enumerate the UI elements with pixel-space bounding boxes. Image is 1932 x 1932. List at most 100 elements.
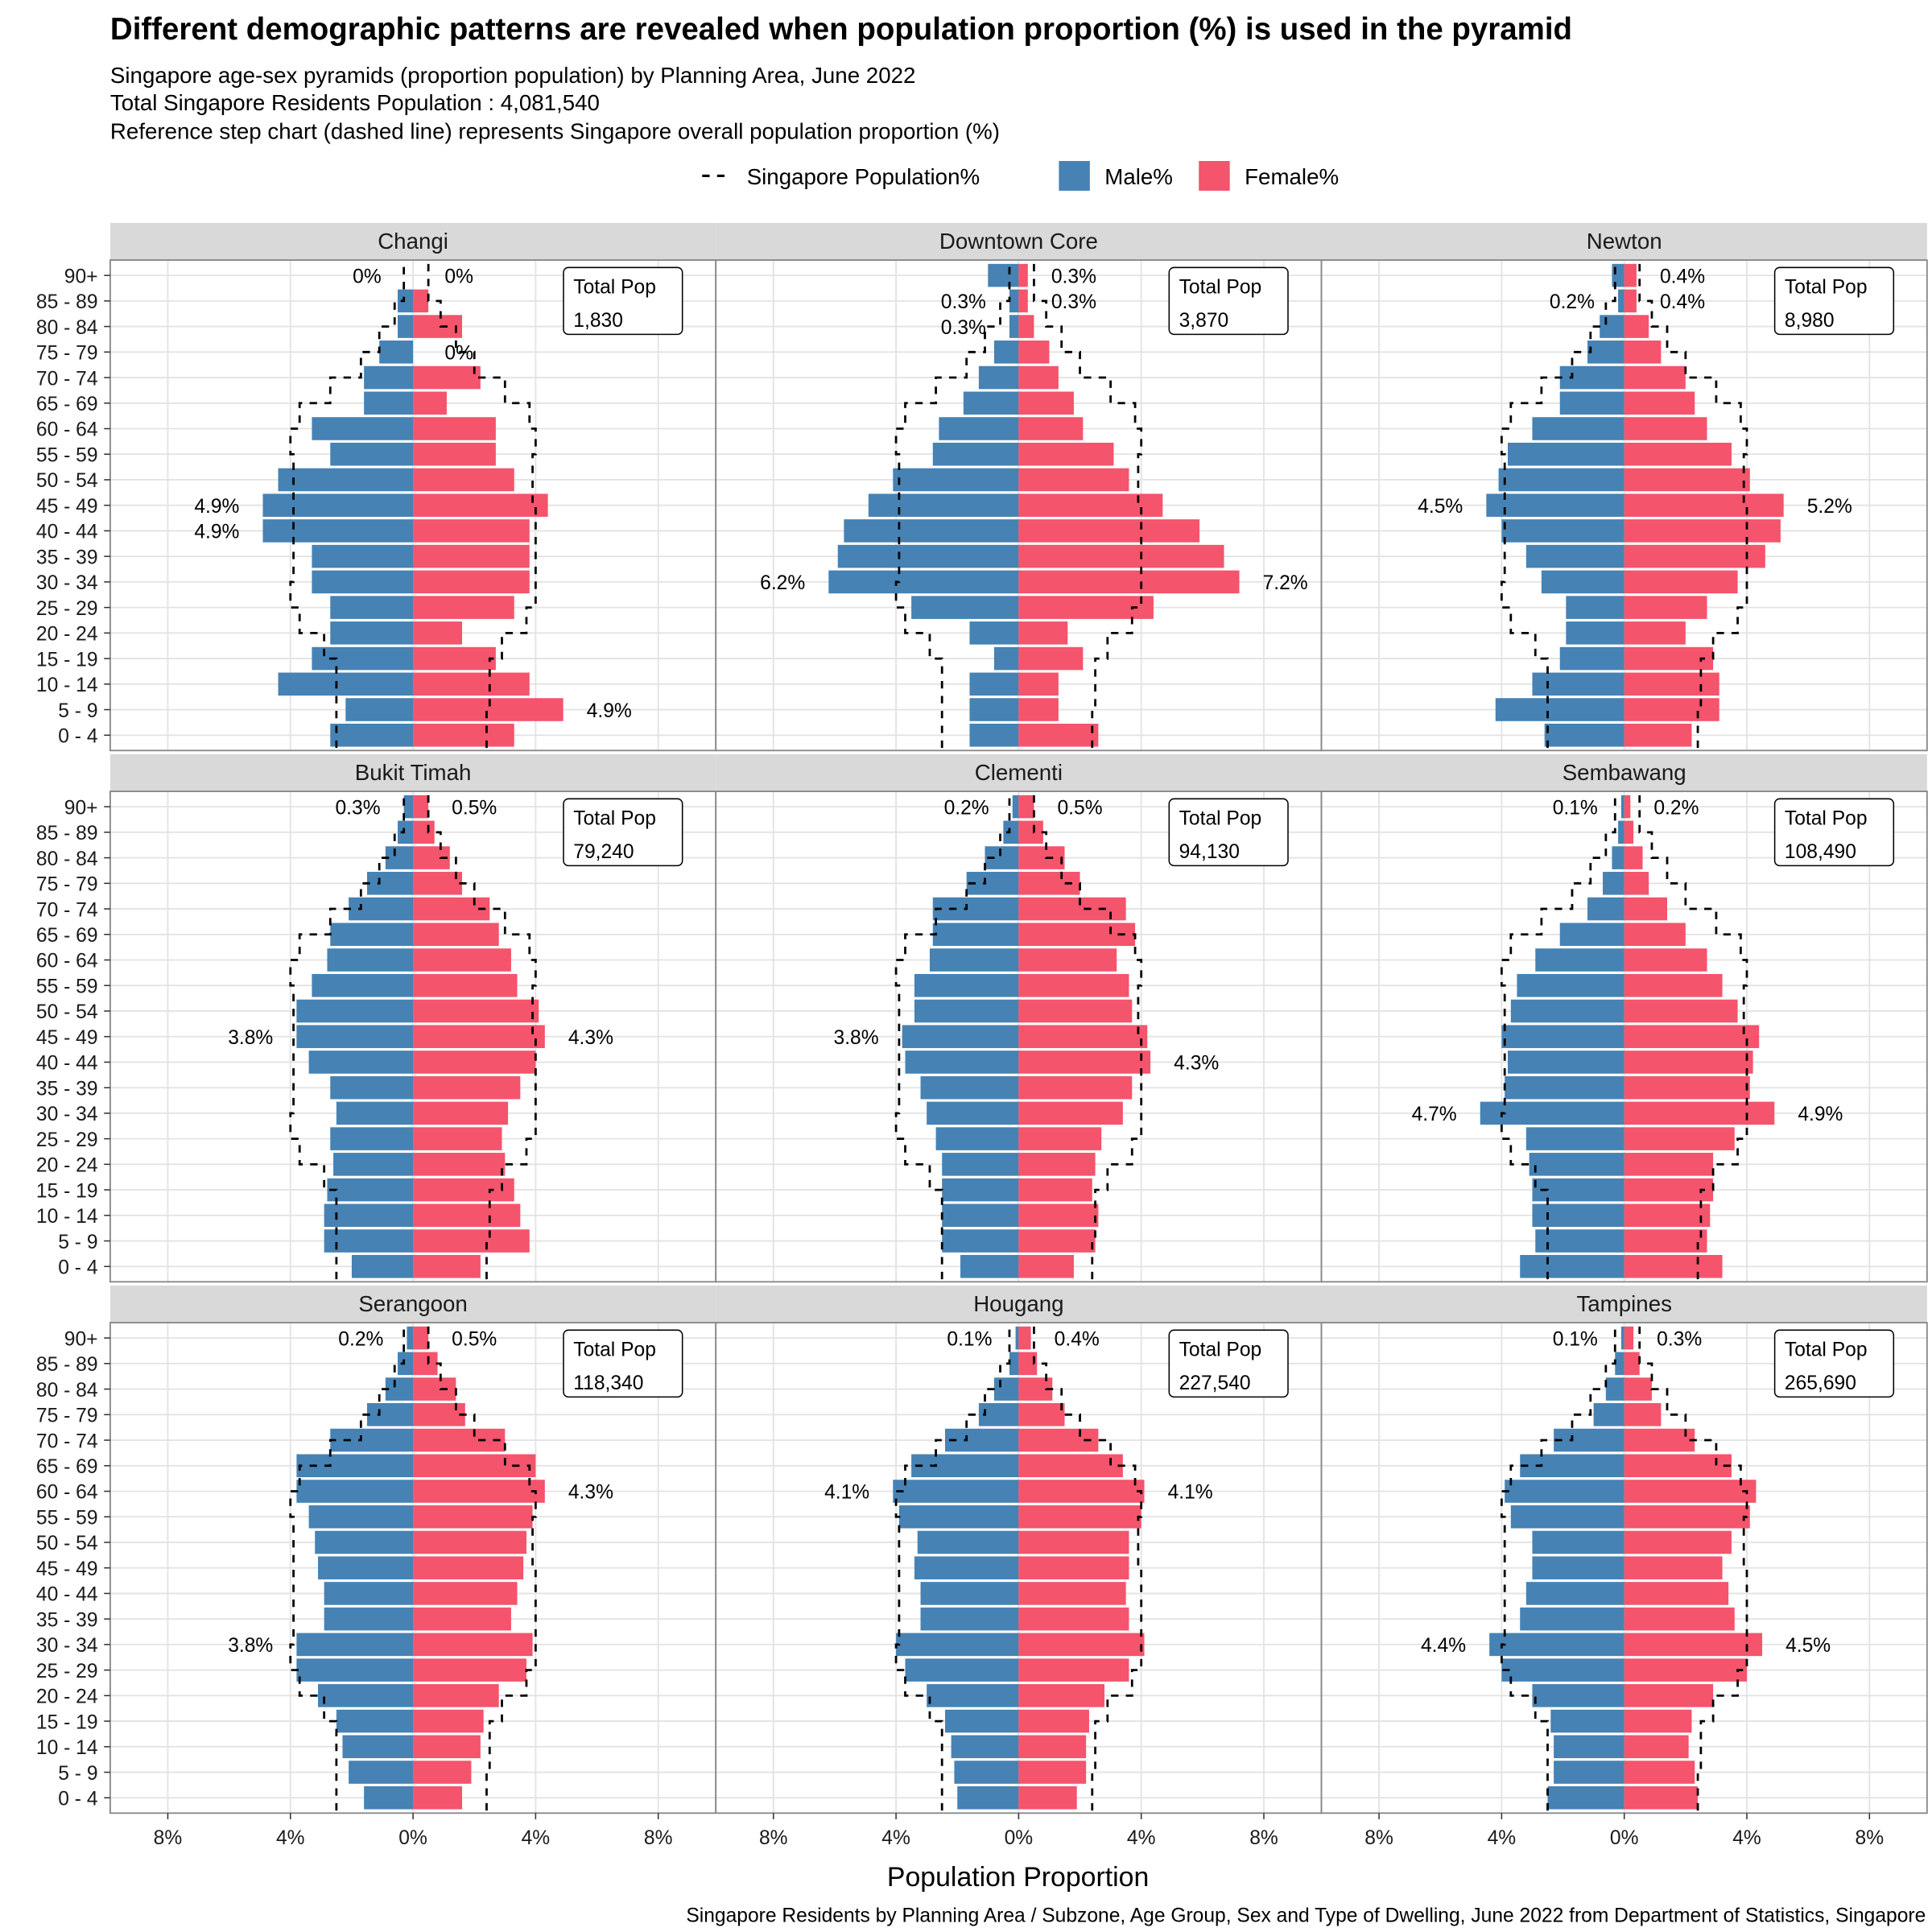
bar-female-70-74 — [413, 897, 490, 921]
total-pop-value: 79,240 — [573, 841, 634, 863]
y-tick-label: 70 - 74 — [36, 899, 98, 921]
bar-female-60-64 — [1624, 417, 1707, 440]
data-label-female: 4.9% — [587, 700, 632, 722]
bar-female-55-59 — [413, 442, 496, 466]
bar-male-80-84 — [385, 846, 414, 869]
total-pop-value: 3,870 — [1179, 310, 1229, 332]
bar-female-0-4 — [413, 1785, 462, 1810]
bar-female-60-64 — [1624, 1480, 1757, 1503]
bar-male-55-59 — [1510, 1505, 1624, 1529]
bar-male-65-69 — [932, 923, 1019, 947]
y-tick-label: 60 - 64 — [36, 419, 98, 441]
bar-female-5-9 — [413, 698, 564, 721]
y-tick-label: 90+ — [64, 797, 98, 819]
bar-male-45-49 — [1532, 1556, 1624, 1579]
bar-male-40-44 — [844, 519, 1019, 543]
x-tick-label: 0% — [1610, 1827, 1639, 1849]
y-tick-label: 85 - 89 — [36, 823, 98, 844]
bar-male-40-44 — [920, 1582, 1019, 1605]
bar-female-65-69 — [1018, 923, 1136, 947]
bar-male-45-49 — [868, 493, 1019, 517]
total-pop-box — [563, 266, 683, 336]
bar-male-85-89 — [398, 1352, 414, 1376]
bar-male-25-29 — [330, 596, 414, 619]
y-tick-label: 15 - 19 — [36, 649, 98, 671]
y-tick-label: 5 - 9 — [58, 1763, 97, 1785]
y-tick-label: 40 - 44 — [36, 1584, 98, 1606]
facet-strip-label: Sembawang — [1563, 760, 1686, 785]
bar-female-80-84 — [1624, 315, 1649, 338]
bar-male-0-4 — [957, 1785, 1019, 1810]
facet-strip — [109, 222, 716, 261]
bar-female-35-39 — [1018, 1075, 1133, 1100]
bar-female-55-59 — [1624, 442, 1732, 466]
bar-female-15-19 — [413, 646, 496, 671]
bar-male-15-19 — [945, 1709, 1019, 1733]
y-tick-label: 50 - 54 — [36, 1001, 98, 1023]
bar-female-0-4 — [1624, 1785, 1699, 1810]
bar-male-15-19 — [993, 646, 1019, 671]
bar-male-60-64 — [296, 1480, 414, 1503]
data-label-female: 0.2% — [1653, 797, 1699, 819]
y-tick-label: 0 - 4 — [58, 1257, 97, 1279]
bar-male-40-44 — [262, 519, 414, 543]
bar-female-10-14 — [413, 1735, 481, 1759]
bar-male-20-24 — [969, 621, 1019, 645]
bar-male-10-14 — [942, 1203, 1019, 1228]
bar-female-75-79 — [413, 1403, 465, 1426]
bar-female-85-89 — [1624, 1352, 1640, 1376]
x-tick-label: 8% — [644, 1827, 673, 1849]
reference-step-male — [1501, 1325, 1616, 1811]
bar-female-90+ — [413, 795, 429, 819]
bar-female-90+ — [1018, 1326, 1031, 1350]
facet-strip — [716, 1285, 1322, 1323]
bar-male-35-39 — [330, 1075, 414, 1100]
total-pop-label: Total Pop — [1785, 277, 1868, 299]
bar-male-15-19 — [1550, 1709, 1624, 1733]
bar-female-20-24 — [1018, 621, 1068, 645]
data-label-female: 5.2% — [1807, 496, 1852, 518]
total-pop-value: 94,130 — [1179, 841, 1240, 863]
bar-female-55-59 — [413, 973, 518, 997]
bar-female-60-64 — [1018, 948, 1117, 972]
bar-male-50-54 — [1532, 1530, 1624, 1554]
x-tick-label: 0% — [1005, 1827, 1034, 1849]
bar-female-60-64 — [413, 417, 496, 440]
y-tick-label: 20 - 24 — [36, 1686, 98, 1708]
bar-female-60-64 — [413, 948, 511, 972]
bar-female-10-14 — [1018, 1203, 1099, 1228]
bar-male-55-59 — [308, 1505, 414, 1529]
data-label-female: 0.5% — [1057, 797, 1102, 819]
bar-male-5-9 — [942, 1229, 1019, 1253]
bar-male-35-39 — [920, 1607, 1019, 1631]
bar-female-30-34 — [1018, 570, 1240, 594]
bar-male-15-19 — [312, 646, 414, 671]
x-tick-label: 4% — [276, 1827, 305, 1849]
data-label-female: 4.3% — [568, 1027, 613, 1049]
y-tick-label: 45 - 49 — [36, 1027, 98, 1049]
chart-subtitle-line-1: Singapore age-sex pyramids (proportion p… — [110, 63, 915, 88]
bar-female-90+ — [1624, 1326, 1634, 1350]
bar-female-60-64 — [1624, 948, 1707, 972]
bar-male-35-39 — [312, 544, 414, 568]
legend-male-key — [1059, 161, 1090, 191]
bar-female-20-24 — [413, 1153, 506, 1176]
bar-male-80-84 — [993, 1377, 1019, 1401]
data-label-male: 0.2% — [338, 1328, 383, 1350]
bar-female-35-39 — [1018, 1607, 1129, 1631]
bar-female-90+ — [1624, 795, 1631, 819]
data-label-male: 0.3% — [941, 317, 986, 339]
y-tick-label: 65 - 69 — [36, 394, 98, 415]
facet-strip — [1321, 1285, 1927, 1323]
bar-female-25-29 — [413, 596, 514, 619]
bar-male-25-29 — [1501, 1658, 1624, 1682]
data-label-male: 3.8% — [228, 1027, 273, 1049]
data-label-female: 0.4% — [1660, 266, 1705, 287]
panel-hougang: Hougang 0.1% 0.4% 4.1% 4.1% Total Pop 227,540 8… — [715, 1285, 1323, 1849]
bar-male-25-29 — [330, 1127, 414, 1150]
bar-male-35-39 — [1525, 544, 1624, 568]
x-tick-label: 4% — [1488, 1827, 1517, 1849]
bar-male-0-4 — [364, 1785, 414, 1810]
bar-female-55-59 — [1018, 1505, 1141, 1529]
bar-male-45-49 — [296, 1025, 414, 1048]
